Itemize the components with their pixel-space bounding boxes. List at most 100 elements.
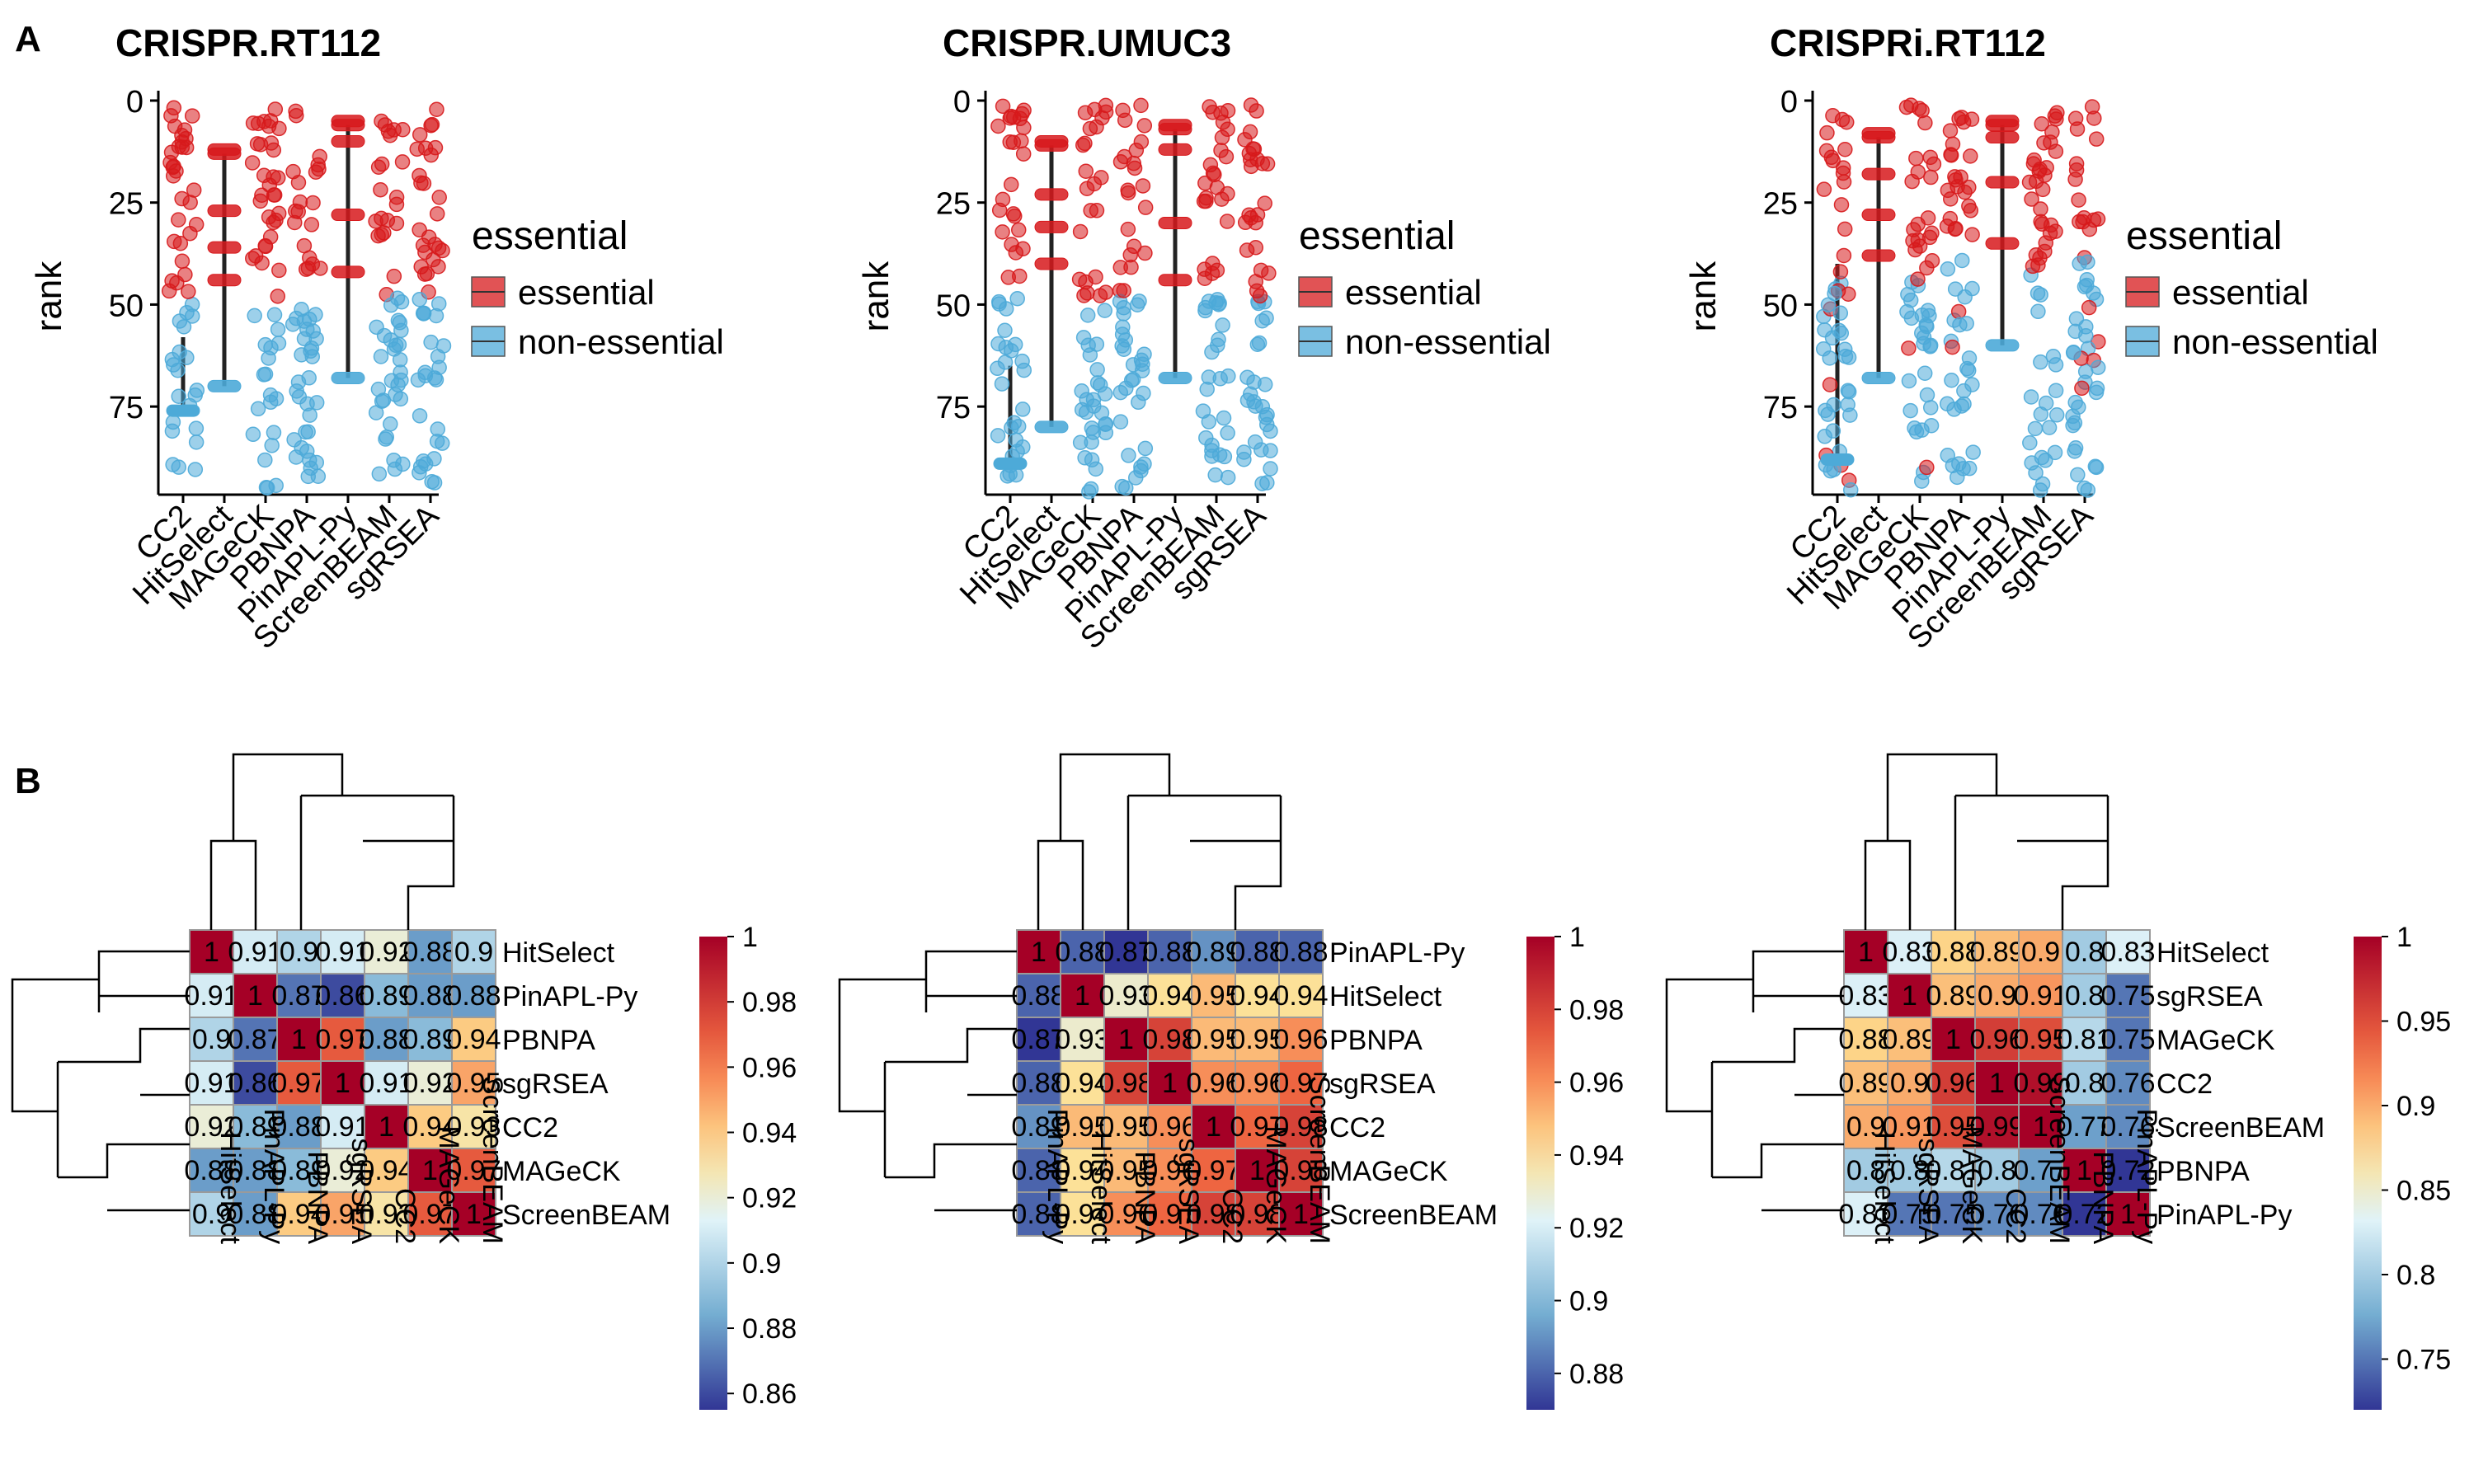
data-point	[2030, 285, 2046, 301]
heatmap-cell	[276, 1148, 322, 1193]
data-point	[1919, 387, 1935, 403]
data-point	[178, 139, 195, 156]
cell-value-label: 0.97	[446, 1155, 501, 1186]
heatmap-cell	[1016, 973, 1061, 1018]
heatmap-cell	[1191, 1191, 1236, 1237]
heatmap-cell	[364, 1148, 409, 1193]
data-point	[176, 319, 192, 335]
data-point	[187, 462, 204, 477]
heatmap-cell	[233, 1148, 278, 1193]
data-point	[1206, 167, 1222, 183]
heatmap-cell	[1060, 1060, 1105, 1106]
data-point	[331, 134, 365, 148]
cell-value-label: 0.97	[315, 1024, 369, 1055]
data-point	[416, 266, 433, 282]
data-point	[1960, 363, 1977, 378]
row-label: CC2	[502, 1112, 558, 1144]
data-point	[1947, 221, 1964, 237]
data-point	[1254, 399, 1271, 415]
col-label: ScreenBEAM	[1304, 1076, 1335, 1244]
heatmap-cell	[2105, 1104, 2151, 1149]
data-point	[1214, 129, 1230, 146]
colorbar	[699, 937, 727, 1410]
data-point	[431, 359, 447, 376]
cell-value-label: 0.88	[446, 980, 501, 1012]
data-point	[1956, 383, 1972, 399]
data-point	[1127, 470, 1144, 486]
row-label: HitSelect	[1329, 981, 1442, 1012]
cell-value-label: 0.94	[446, 1024, 501, 1055]
data-point	[1920, 303, 1936, 318]
cell-value-label: 1	[379, 1111, 394, 1143]
cell-value-label: 0.94	[1055, 1155, 1109, 1186]
data-point	[1115, 319, 1131, 336]
data-point	[2071, 192, 2086, 208]
data-point	[1910, 271, 1926, 287]
cell-value-label: 0.96	[1969, 1024, 2024, 1055]
data-point	[2065, 408, 2081, 425]
heatmap-cell	[451, 973, 496, 1018]
heatmap-cell	[1278, 1148, 1324, 1193]
data-point	[257, 452, 273, 468]
data-point	[1137, 200, 1154, 215]
cell-value-label: 0.83	[2100, 937, 2155, 968]
cell-value-label: 0.8	[1978, 1155, 2016, 1186]
data-point	[1120, 185, 1136, 201]
cell-value-label: 0.96	[1926, 1068, 1980, 1099]
data-point	[1248, 240, 1264, 256]
data-point	[388, 196, 405, 213]
cell-value-label: 1	[1031, 937, 1047, 968]
cell-value-label: 0.9	[192, 1199, 231, 1230]
heatmap-cell	[1235, 1017, 1280, 1062]
cell-value-label: 0.89	[1969, 937, 2024, 968]
data-point	[1239, 369, 1255, 385]
data-point	[1195, 403, 1211, 419]
data-point	[1836, 174, 1852, 190]
data-point	[250, 401, 266, 417]
heatmap-cell	[1931, 1191, 1976, 1237]
data-point	[1923, 169, 1939, 186]
data-point	[1841, 286, 1856, 302]
data-point	[270, 322, 286, 337]
cell-value-label: 1	[1118, 1024, 1134, 1055]
data-point	[1084, 452, 1100, 468]
data-point	[1112, 260, 1129, 275]
data-point	[1079, 308, 1096, 323]
row-label: HitSelect	[2157, 937, 2269, 969]
data-point	[1131, 394, 1146, 411]
heatmap-cell	[1235, 1191, 1280, 1237]
cell-value-label: 0.9	[1978, 980, 2016, 1012]
data-point	[1822, 377, 1838, 392]
data-point	[1254, 476, 1270, 491]
data-point	[1940, 261, 1956, 277]
heatmap-cell	[1974, 973, 2020, 1018]
cell-value-label: 0.92	[184, 1111, 238, 1143]
data-point	[1985, 119, 2020, 132]
data-point	[1257, 195, 1272, 211]
heatmap-cell	[1060, 1017, 1105, 1062]
data-point	[1204, 265, 1221, 281]
data-point	[1985, 237, 2020, 250]
row-label: MAGeCK	[2157, 1025, 2275, 1056]
data-point	[1955, 461, 1971, 477]
cell-value-label: 0.88	[228, 1199, 282, 1230]
data-point	[1007, 208, 1023, 224]
col-label: PinAPL-Py	[1042, 1109, 1073, 1244]
data-point	[1946, 402, 1962, 417]
data-point	[2075, 214, 2091, 230]
data-point	[412, 127, 428, 143]
data-point	[1249, 103, 1264, 119]
data-point	[386, 268, 402, 284]
data-point	[184, 308, 200, 324]
data-point	[1924, 253, 1940, 269]
colorbar-tick-label: 0.8	[2396, 1260, 2435, 1291]
cell-value-label: 0.86	[315, 980, 369, 1012]
data-point	[1831, 322, 1847, 339]
data-point	[2086, 110, 2102, 126]
data-point	[2066, 345, 2081, 360]
cell-value-label: 0.94	[1055, 1068, 1109, 1099]
data-point	[188, 420, 205, 436]
data-point	[434, 435, 450, 451]
cell-value-label: 1	[1293, 1199, 1309, 1230]
row-label: sgRSEA	[502, 1068, 609, 1100]
